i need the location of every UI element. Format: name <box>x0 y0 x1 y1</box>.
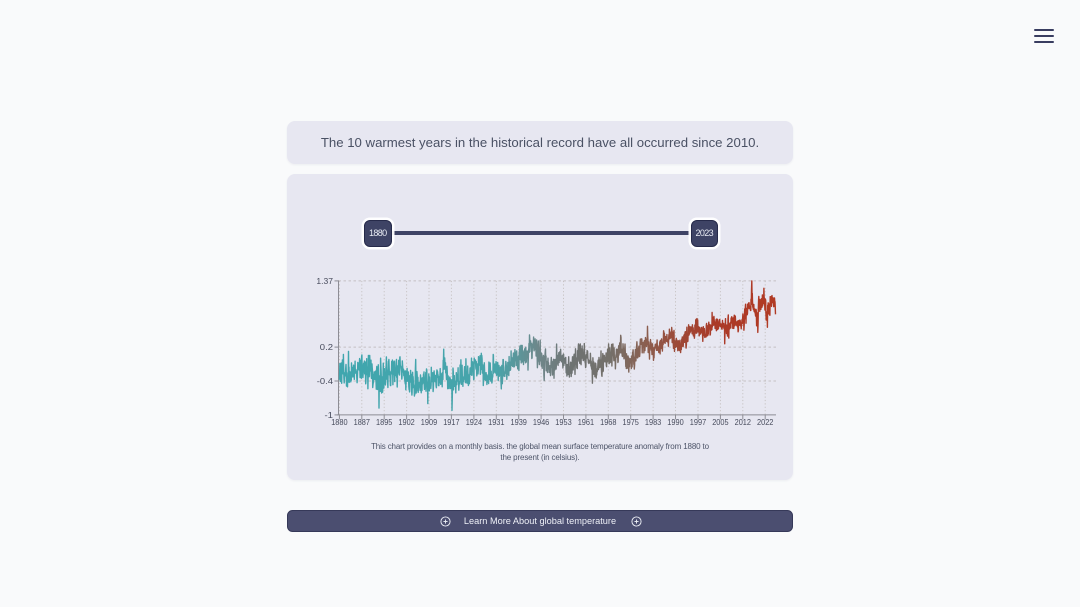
svg-text:1997: 1997 <box>690 417 707 427</box>
svg-text:1902: 1902 <box>398 417 415 427</box>
svg-text:1946: 1946 <box>533 417 550 427</box>
svg-text:1931: 1931 <box>488 417 505 427</box>
svg-text:1880: 1880 <box>331 417 348 427</box>
svg-text:1953: 1953 <box>555 417 572 427</box>
svg-text:1895: 1895 <box>376 417 393 427</box>
svg-text:2005: 2005 <box>712 417 729 427</box>
svg-text:1990: 1990 <box>667 417 684 427</box>
svg-text:1917: 1917 <box>443 417 460 427</box>
svg-text:1975: 1975 <box>623 417 640 427</box>
svg-text:2012: 2012 <box>735 417 752 427</box>
svg-text:-0.4: -0.4 <box>317 376 334 386</box>
svg-text:-1: -1 <box>325 409 334 419</box>
svg-text:1924: 1924 <box>466 417 483 427</box>
svg-text:2022: 2022 <box>757 417 774 427</box>
svg-text:1968: 1968 <box>600 417 617 427</box>
svg-text:1939: 1939 <box>511 417 528 427</box>
svg-text:1961: 1961 <box>578 417 595 427</box>
svg-text:1983: 1983 <box>645 417 662 427</box>
svg-text:0.2: 0.2 <box>320 342 334 352</box>
svg-text:1909: 1909 <box>421 417 438 427</box>
svg-text:1887: 1887 <box>354 417 371 427</box>
svg-text:1.37: 1.37 <box>316 275 333 285</box>
